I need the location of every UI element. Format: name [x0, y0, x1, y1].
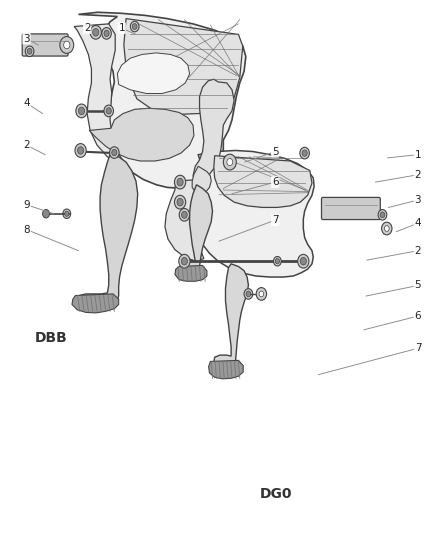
Circle shape	[78, 147, 84, 154]
Polygon shape	[181, 185, 212, 274]
Polygon shape	[193, 79, 234, 185]
Text: DG0: DG0	[260, 487, 293, 502]
Circle shape	[179, 208, 190, 221]
Text: 6: 6	[272, 177, 279, 187]
Polygon shape	[208, 360, 243, 379]
Circle shape	[223, 154, 236, 170]
Circle shape	[246, 291, 251, 297]
Text: 3: 3	[415, 195, 421, 205]
Circle shape	[177, 179, 183, 186]
Text: 7: 7	[415, 343, 421, 353]
Circle shape	[106, 108, 111, 114]
Text: 1: 1	[415, 150, 421, 160]
Circle shape	[65, 211, 69, 216]
Text: 5: 5	[272, 147, 279, 157]
FancyBboxPatch shape	[22, 34, 68, 56]
Polygon shape	[78, 12, 246, 189]
Circle shape	[104, 105, 113, 117]
Text: 2: 2	[23, 140, 30, 150]
Text: 9: 9	[23, 200, 30, 210]
Circle shape	[104, 30, 109, 37]
Circle shape	[42, 209, 49, 218]
Text: DBB: DBB	[35, 330, 68, 345]
Circle shape	[181, 257, 187, 265]
Polygon shape	[89, 108, 194, 161]
Polygon shape	[124, 19, 243, 115]
Polygon shape	[214, 156, 312, 207]
Polygon shape	[165, 180, 204, 261]
Circle shape	[76, 104, 87, 118]
FancyBboxPatch shape	[321, 197, 380, 220]
Circle shape	[93, 29, 99, 36]
Polygon shape	[117, 53, 190, 93]
Text: 2: 2	[415, 169, 421, 180]
Text: 3: 3	[23, 34, 30, 44]
Circle shape	[259, 291, 264, 297]
Circle shape	[302, 150, 307, 156]
Circle shape	[64, 41, 70, 49]
Circle shape	[378, 209, 387, 220]
Circle shape	[177, 198, 183, 206]
Circle shape	[298, 254, 309, 268]
Circle shape	[385, 225, 389, 231]
Circle shape	[110, 147, 119, 158]
Text: 4: 4	[23, 98, 30, 108]
Circle shape	[78, 107, 85, 115]
Text: 7: 7	[272, 215, 279, 225]
Circle shape	[90, 26, 101, 39]
Circle shape	[63, 209, 71, 219]
Circle shape	[300, 257, 307, 265]
Circle shape	[381, 222, 392, 235]
Circle shape	[244, 289, 253, 299]
Circle shape	[131, 21, 139, 32]
Circle shape	[27, 49, 32, 54]
Text: 1: 1	[118, 23, 125, 33]
Text: 6: 6	[415, 311, 421, 321]
Text: 2: 2	[84, 23, 90, 33]
Circle shape	[300, 147, 309, 159]
Polygon shape	[74, 24, 127, 166]
Circle shape	[102, 28, 111, 39]
Circle shape	[273, 256, 281, 266]
Circle shape	[132, 23, 137, 29]
Text: 4: 4	[415, 218, 421, 228]
Circle shape	[380, 212, 385, 217]
Circle shape	[174, 175, 186, 189]
Circle shape	[25, 46, 34, 56]
Text: 5: 5	[415, 280, 421, 290]
Polygon shape	[214, 264, 248, 369]
Circle shape	[75, 143, 86, 157]
Polygon shape	[175, 265, 207, 281]
Circle shape	[60, 37, 74, 53]
Polygon shape	[78, 155, 138, 305]
Circle shape	[256, 288, 267, 300]
Circle shape	[174, 195, 186, 209]
Circle shape	[275, 259, 279, 264]
Polygon shape	[192, 166, 211, 192]
Text: 8: 8	[23, 224, 30, 235]
Text: 2: 2	[415, 246, 421, 256]
Circle shape	[112, 149, 117, 156]
Polygon shape	[197, 150, 314, 277]
Polygon shape	[72, 294, 119, 313]
Circle shape	[181, 211, 187, 219]
Circle shape	[179, 254, 190, 268]
Circle shape	[227, 158, 233, 166]
